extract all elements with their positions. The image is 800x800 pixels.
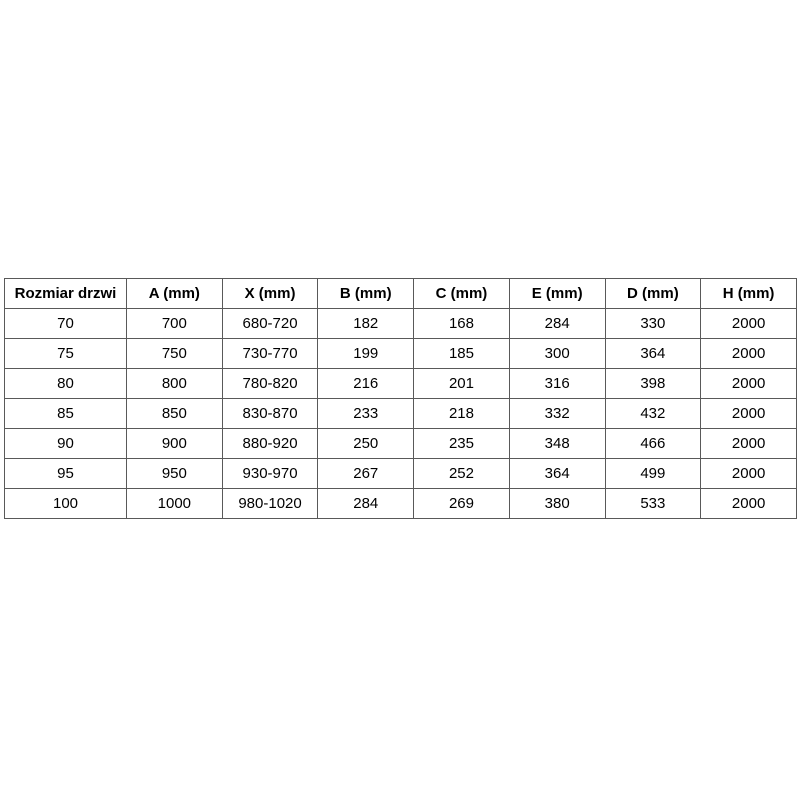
table-cell: 330 <box>604 308 702 339</box>
table-cell: 185 <box>413 338 510 369</box>
table-cell: 364 <box>508 458 606 489</box>
table-cell: 2000 <box>700 368 797 399</box>
table-cell: 284 <box>317 488 415 519</box>
table-cell: 182 <box>317 308 415 339</box>
table-cell: 950 <box>126 458 223 489</box>
table-cell: 533 <box>604 488 702 519</box>
table-cell: 199 <box>317 338 415 369</box>
table-cell: 90 <box>4 428 127 459</box>
table-cell: 80 <box>4 368 127 399</box>
table-cell: 316 <box>508 368 606 399</box>
table-cell: 850 <box>126 398 223 429</box>
table-row: 100 1000 980-1020 284 269 380 533 2000 <box>4 488 797 519</box>
table-cell: 2000 <box>700 428 797 459</box>
table-header: Rozmiar drzwi A (mm) X (mm) B (mm) C (mm) E (… <box>4 278 797 309</box>
table-cell: 398 <box>604 368 702 399</box>
table-cell: 235 <box>413 428 510 459</box>
table-cell: 499 <box>604 458 702 489</box>
column-header: D (mm) <box>604 278 702 309</box>
table-row: 80 800 780-820 216 201 316 398 2000 <box>4 368 797 399</box>
table-cell: 780-820 <box>221 368 319 399</box>
table-cell: 201 <box>413 368 510 399</box>
table-cell: 332 <box>508 398 606 429</box>
table-cell: 830-870 <box>221 398 319 429</box>
table-cell: 980-1020 <box>221 488 319 519</box>
table-cell: 2000 <box>700 458 797 489</box>
table-body: 70 700 680-720 182 168 284 330 2000 75 750 730-770… <box>4 308 797 519</box>
table-cell: 432 <box>604 398 702 429</box>
table-cell: 2000 <box>700 488 797 519</box>
table-cell: 75 <box>4 338 127 369</box>
table-cell: 300 <box>508 338 606 369</box>
table-cell: 216 <box>317 368 415 399</box>
table-row: 70 700 680-720 182 168 284 330 2000 <box>4 308 797 339</box>
table-row: 90 900 880-920 250 235 348 466 2000 <box>4 428 797 459</box>
table-cell: 730-770 <box>221 338 319 369</box>
column-header: X (mm) <box>221 278 319 309</box>
table-cell: 466 <box>604 428 702 459</box>
table-cell: 880-920 <box>221 428 319 459</box>
table-cell: 900 <box>126 428 223 459</box>
table-cell: 100 <box>4 488 127 519</box>
table-cell: 750 <box>126 338 223 369</box>
table-cell: 252 <box>413 458 510 489</box>
table-row: 85 850 830-870 233 218 332 432 2000 <box>4 398 797 429</box>
column-header: B (mm) <box>317 278 415 309</box>
table-cell: 233 <box>317 398 415 429</box>
table-cell: 2000 <box>700 308 797 339</box>
table-cell: 250 <box>317 428 415 459</box>
table-row: 75 750 730-770 199 185 300 364 2000 <box>4 338 797 369</box>
column-header: H (mm) <box>700 278 797 309</box>
table-cell: 680-720 <box>221 308 319 339</box>
table-cell: 85 <box>4 398 127 429</box>
table-cell: 364 <box>604 338 702 369</box>
door-dimensions-table: Rozmiar drzwi A (mm) X (mm) B (mm) C (mm) E (… <box>4 278 797 519</box>
table-cell: 930-970 <box>221 458 319 489</box>
table-cell: 218 <box>413 398 510 429</box>
table-cell: 1000 <box>126 488 223 519</box>
header-row: Rozmiar drzwi A (mm) X (mm) B (mm) C (mm) E (… <box>4 278 797 309</box>
door-dimensions-table-container: Rozmiar drzwi A (mm) X (mm) B (mm) C (mm) E (… <box>4 278 797 519</box>
table-cell: 348 <box>508 428 606 459</box>
table-cell: 168 <box>413 308 510 339</box>
table-cell: 70 <box>4 308 127 339</box>
table-cell: 380 <box>508 488 606 519</box>
table-cell: 284 <box>508 308 606 339</box>
table-cell: 2000 <box>700 338 797 369</box>
column-header: A (mm) <box>126 278 223 309</box>
column-header: E (mm) <box>508 278 606 309</box>
table-cell: 95 <box>4 458 127 489</box>
table-cell: 2000 <box>700 398 797 429</box>
table-cell: 269 <box>413 488 510 519</box>
table-cell: 267 <box>317 458 415 489</box>
column-header: C (mm) <box>413 278 510 309</box>
table-row: 95 950 930-970 267 252 364 499 2000 <box>4 458 797 489</box>
table-cell: 800 <box>126 368 223 399</box>
column-header: Rozmiar drzwi <box>4 278 127 309</box>
table-cell: 700 <box>126 308 223 339</box>
